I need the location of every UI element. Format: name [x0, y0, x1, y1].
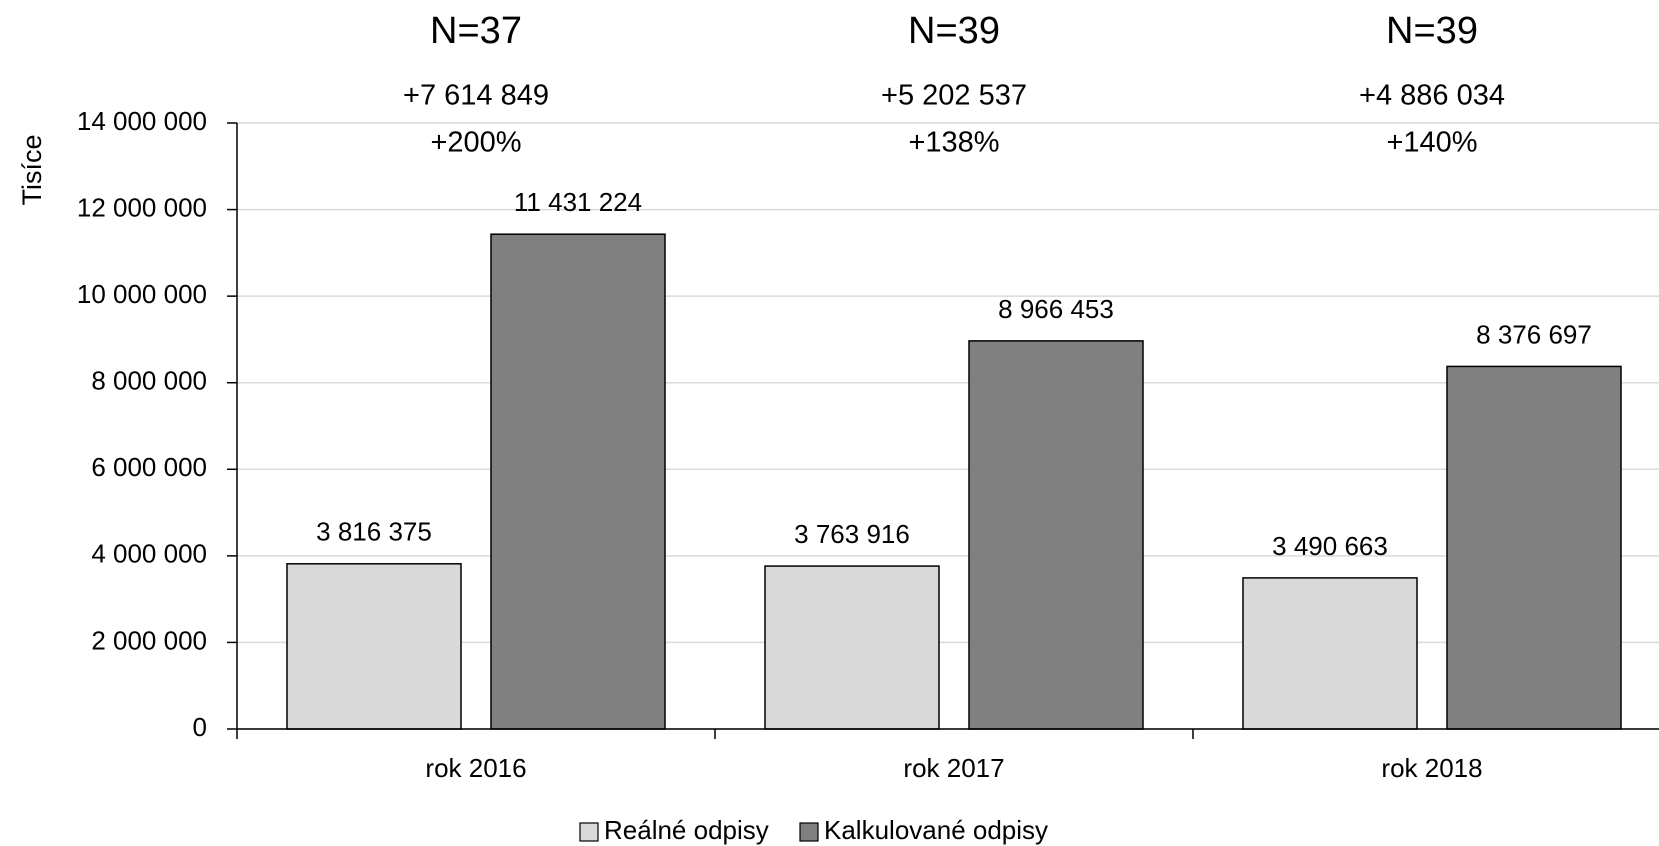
value-label: 8 376 697	[1476, 319, 1592, 349]
legend-swatch	[579, 822, 599, 842]
y-tick-label: 12 000 000	[77, 192, 207, 222]
annotation-diff: +7 614 849	[403, 80, 549, 112]
value-label: 3 763 916	[794, 519, 910, 549]
y-tick-label: 10 000 000	[77, 279, 207, 309]
legend-label: Kalkulované odpisy	[824, 815, 1048, 845]
bar	[764, 565, 940, 730]
bar	[490, 233, 666, 730]
bar	[1242, 577, 1418, 730]
x-tick-label: rok 2016	[425, 753, 526, 783]
y-tick-label: 4 000 000	[91, 539, 207, 569]
value-label: 8 966 453	[998, 294, 1114, 324]
annotation-pct: +200%	[430, 127, 521, 159]
y-axis-label: Tisíce	[17, 134, 47, 205]
x-tick-label: rok 2018	[1381, 753, 1482, 783]
value-label: 3 816 375	[316, 517, 432, 547]
annotation-diff: +4 886 034	[1359, 80, 1505, 112]
annotation-n: N=39	[1386, 10, 1478, 52]
annotation-pct: +140%	[1386, 127, 1477, 159]
y-tick-label: 14 000 000	[77, 106, 207, 136]
bar	[286, 563, 462, 730]
y-tick-label: 8 000 000	[91, 366, 207, 396]
y-tick-label: 2 000 000	[91, 625, 207, 655]
y-tick-label: 6 000 000	[91, 452, 207, 482]
legend-swatch	[799, 822, 819, 842]
value-label: 11 431 224	[514, 187, 642, 217]
value-label: 3 490 663	[1272, 531, 1388, 561]
annotation-diff: +5 202 537	[881, 80, 1027, 112]
y-tick-label: 0	[193, 712, 207, 742]
x-tick-label: rok 2017	[903, 753, 1004, 783]
annotation-n: N=37	[430, 10, 522, 52]
bar	[1446, 365, 1622, 730]
annotation-n: N=39	[908, 10, 1000, 52]
annotation-pct: +138%	[908, 127, 999, 159]
legend-label: Reálné odpisy	[604, 815, 769, 845]
bar	[968, 340, 1144, 730]
